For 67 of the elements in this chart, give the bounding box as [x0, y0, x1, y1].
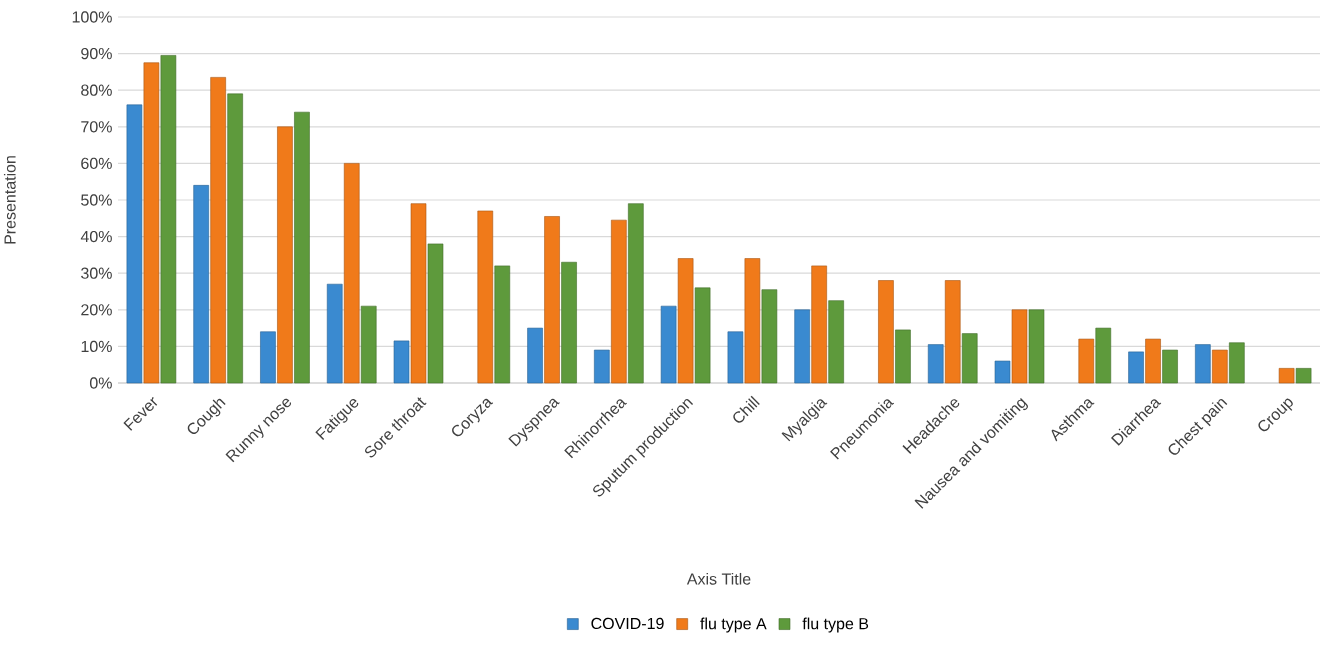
bar — [277, 126, 293, 384]
bar — [1095, 327, 1112, 384]
bar — [828, 300, 844, 384]
bar — [1078, 338, 1095, 384]
legend-label: flu type B — [802, 617, 869, 633]
bar — [326, 283, 343, 384]
bar — [527, 327, 543, 384]
y-tick-label: 90% — [81, 47, 112, 60]
bar — [360, 305, 377, 384]
bar — [494, 265, 511, 384]
bar — [961, 333, 978, 384]
bar — [1229, 342, 1245, 384]
bar — [210, 77, 226, 384]
y-tick-label: 60% — [81, 157, 112, 170]
y-tick-label: 100% — [72, 11, 112, 23]
bar — [1011, 309, 1028, 384]
bar — [1162, 349, 1178, 384]
y-tick-label: 80% — [81, 84, 112, 96]
bar — [794, 309, 810, 384]
bar — [1278, 368, 1295, 384]
bar — [427, 243, 444, 384]
bar — [1028, 309, 1045, 384]
y-tick-label: 50% — [81, 194, 112, 206]
bar — [677, 258, 694, 384]
y-tick-label: 70% — [81, 121, 112, 133]
bar — [944, 280, 961, 384]
bar — [227, 93, 243, 384]
y-tick-label: 10% — [81, 340, 112, 353]
y-tick-label: 40% — [80, 230, 112, 243]
bar — [694, 287, 711, 384]
bar — [628, 203, 644, 384]
bar — [393, 340, 410, 384]
x-tick-label: Chill — [733, 395, 760, 423]
bar — [927, 344, 944, 384]
x-axis-title: Axis Title — [686, 572, 751, 585]
bar — [744, 258, 761, 384]
y-tick-label: 20% — [81, 304, 112, 316]
bar — [143, 62, 160, 384]
bar — [160, 55, 177, 384]
bar — [594, 349, 610, 384]
bar — [1145, 338, 1161, 384]
bar — [994, 360, 1011, 384]
bar — [878, 280, 894, 384]
bar — [895, 329, 911, 384]
bar — [260, 331, 276, 384]
bar — [1212, 349, 1228, 384]
bar — [761, 289, 778, 384]
y-tick-label: 30% — [81, 267, 112, 279]
bar — [477, 210, 494, 384]
bar — [343, 163, 360, 384]
bar — [126, 104, 143, 384]
y-tick-label: 0% — [89, 377, 112, 389]
legend-label: COVID-19 — [591, 617, 664, 630]
bar — [561, 261, 577, 384]
legend-label: flu type A — [700, 617, 767, 633]
bar — [544, 216, 560, 384]
bar — [1128, 351, 1144, 384]
bar — [1195, 344, 1211, 384]
bar — [811, 265, 827, 384]
bar — [660, 305, 677, 384]
bar — [1295, 368, 1312, 384]
bar — [611, 219, 627, 384]
bar — [294, 111, 310, 384]
bar — [193, 185, 209, 384]
bar — [410, 203, 427, 384]
bar — [727, 331, 744, 384]
y-axis-title: Presentation — [3, 156, 16, 244]
